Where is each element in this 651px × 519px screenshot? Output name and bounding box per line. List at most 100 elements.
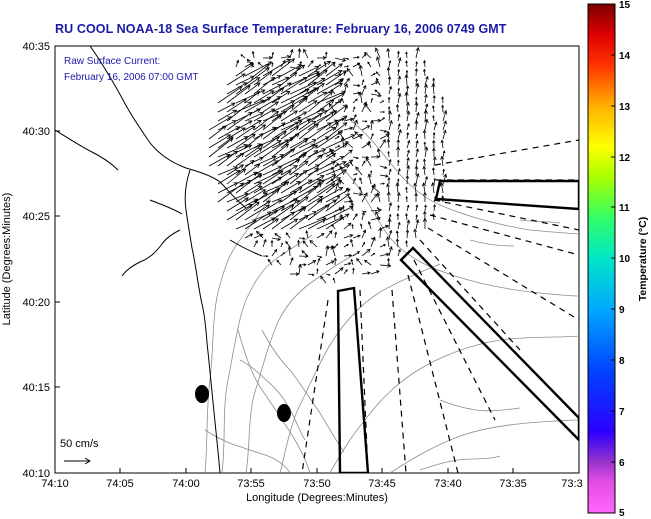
current-vector-head — [281, 242, 283, 245]
current-vector-head — [297, 263, 302, 268]
current-vector-head — [320, 83, 325, 88]
current-vector — [397, 168, 401, 176]
current-vector-head — [296, 181, 301, 186]
current-vector — [325, 134, 355, 149]
current-vector — [226, 85, 251, 104]
current-vector-head — [387, 217, 392, 223]
current-vector-head — [356, 56, 360, 59]
current-vector-head — [299, 60, 302, 64]
current-vector-head — [247, 101, 252, 106]
current-vector — [352, 92, 360, 95]
current-vector-head — [415, 172, 420, 178]
current-vector — [280, 89, 309, 104]
current-vector-head — [388, 245, 393, 251]
colorbar — [587, 3, 616, 514]
current-vector-head — [431, 181, 436, 187]
y-tick: 40:10 — [22, 468, 50, 480]
current-vector-head — [414, 96, 418, 100]
current-vector-head — [337, 145, 341, 148]
current-vector — [442, 130, 446, 140]
current-vector — [376, 56, 381, 68]
current-vector — [441, 156, 444, 167]
current-vector — [396, 238, 399, 248]
current-vector-head — [375, 77, 379, 81]
current-vector — [361, 142, 370, 149]
current-vector-head — [333, 257, 337, 261]
current-vector-head — [267, 61, 273, 66]
current-vector-head — [344, 140, 350, 145]
current-vector-head — [371, 132, 374, 136]
current-vector — [367, 61, 372, 68]
current-vector-head — [336, 163, 339, 166]
current-vector — [289, 160, 309, 176]
current-vector-head — [373, 72, 376, 76]
current-vector — [325, 180, 342, 194]
current-vector — [253, 108, 275, 122]
current-vector — [397, 69, 400, 77]
current-vector — [280, 120, 303, 131]
current-vector — [316, 99, 334, 113]
current-vector — [406, 60, 408, 68]
current-vector-head — [345, 193, 351, 198]
current-vector-head — [413, 182, 418, 187]
current-vector — [280, 165, 298, 176]
current-vector-head — [267, 258, 271, 262]
current-vector — [298, 150, 318, 167]
current-vector — [316, 177, 341, 194]
current-vector — [361, 85, 366, 95]
current-vector — [307, 69, 328, 86]
current-vector-head — [313, 144, 319, 149]
current-vector — [442, 96, 444, 104]
current-vector — [406, 85, 409, 95]
current-vector-head — [422, 217, 428, 222]
current-vector — [271, 137, 294, 149]
current-vector — [262, 199, 282, 212]
current-vector-head — [315, 71, 320, 76]
current-vector-head — [311, 139, 317, 144]
current-vector-head — [442, 168, 445, 172]
current-vector — [271, 52, 274, 59]
current-vector-head — [233, 150, 238, 156]
current-vector-head — [439, 182, 444, 187]
current-vector-head — [423, 68, 426, 72]
current-vector-head — [406, 131, 410, 135]
current-vector-head — [265, 67, 270, 72]
current-vector — [253, 111, 279, 131]
current-vector-head — [405, 195, 408, 199]
current-vector — [316, 216, 344, 230]
current-vector-head — [275, 136, 281, 141]
current-vector-head — [247, 120, 253, 125]
current-vector-head — [377, 93, 382, 98]
current-vector-head — [366, 125, 371, 129]
current-vector-head — [415, 61, 418, 64]
current-vector — [244, 143, 264, 158]
current-vector — [325, 164, 350, 176]
current-vector-head — [362, 160, 366, 164]
current-vector — [262, 84, 282, 95]
current-vector — [226, 152, 245, 167]
current-vector-head — [396, 146, 401, 151]
current-vector — [271, 90, 290, 104]
current-vector — [397, 114, 400, 122]
current-vector-head — [348, 149, 353, 154]
current-vector — [253, 234, 263, 239]
current-vector-head — [396, 50, 400, 54]
current-vector — [341, 137, 345, 149]
current-vector-head — [335, 182, 339, 187]
current-vector — [280, 72, 297, 86]
current-vector — [289, 246, 291, 257]
current-vector — [397, 249, 401, 257]
current-vector — [325, 156, 344, 167]
current-vector — [379, 133, 390, 140]
current-vector-head — [284, 181, 290, 186]
current-vector — [325, 93, 345, 104]
current-vector — [387, 131, 390, 140]
current-vector-head — [345, 269, 348, 272]
current-vector — [364, 103, 372, 113]
current-vector — [406, 140, 410, 149]
current-vector-head — [413, 228, 417, 233]
current-vector — [339, 166, 345, 176]
current-vector — [271, 58, 295, 77]
current-vector-head — [297, 64, 303, 69]
current-vector — [397, 93, 401, 104]
